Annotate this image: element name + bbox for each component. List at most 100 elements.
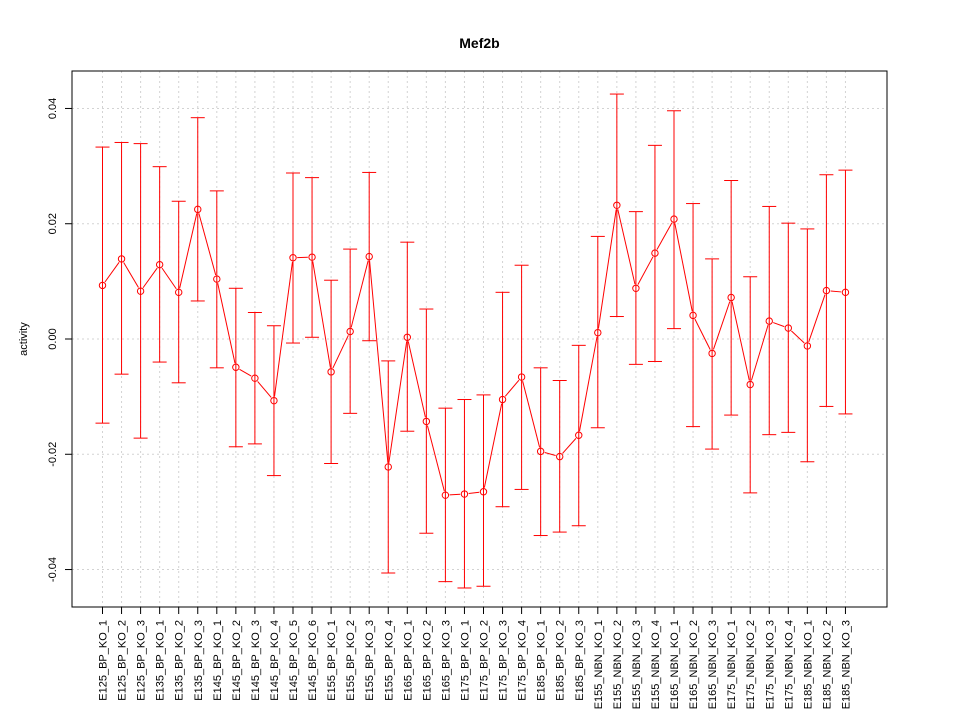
x-tick-label: E165_BP_KO_1 (402, 620, 414, 701)
data-point (708, 349, 716, 358)
x-tick-label: E145_BP_KO_2 (231, 620, 243, 701)
series-segment (791, 330, 805, 344)
x-tick-label: E155_BP_KO_2 (345, 620, 357, 701)
x-tick-label: E155_NBN_KO_4 (650, 620, 662, 709)
series-segment (731, 301, 750, 381)
data-point (517, 373, 526, 381)
x-tick-label: E185_BP_KO_1 (536, 620, 548, 701)
x-tick-label: E175_NBN_KO_2 (745, 620, 757, 709)
plot-frame (71, 70, 888, 608)
data-point (746, 380, 754, 389)
x-tick-label: E165_BP_KO_3 (440, 620, 452, 701)
x-tick-label: E155_NBN_KO_1 (593, 620, 605, 709)
series-segment (750, 325, 769, 381)
data-point (327, 368, 335, 376)
series-segment (449, 493, 461, 496)
data-point (251, 374, 259, 382)
x-tick-label: E185_BP_KO_3 (574, 620, 586, 701)
series-segment (808, 294, 826, 343)
series-segment (544, 452, 556, 456)
x-tick-label: E145_BP_KO_6 (307, 620, 319, 701)
x-tick-label: E175_NBN_KO_3 (764, 620, 776, 709)
data-point (346, 327, 354, 336)
data-point (403, 333, 411, 341)
series-segment (369, 260, 389, 463)
data-point (651, 249, 659, 257)
series-segment (217, 283, 236, 364)
x-tick-label: E165_NBN_KO_2 (688, 620, 700, 709)
data-point (213, 275, 221, 283)
series-segment (350, 260, 369, 328)
x-tick-label: E175_NBN_KO_1 (726, 620, 738, 709)
series-segment (504, 379, 520, 397)
x-tick-label: E145_BP_KO_1 (212, 620, 224, 701)
axes: -0.04 -0.02 0.00 0.02 0.04 E125_BP_KO_1 E125_B… (47, 98, 852, 710)
y-tick-label: -0.04 (47, 557, 59, 582)
series-segment (694, 318, 711, 350)
x-tick-label: E165_NBN_KO_1 (669, 620, 681, 709)
x-tick-label: E135_BP_KO_3 (193, 620, 205, 701)
data-point (194, 205, 202, 214)
data-point (727, 293, 735, 302)
data-point (117, 255, 126, 263)
data-point (689, 311, 697, 320)
data-point (498, 395, 507, 404)
data-point (632, 284, 640, 292)
x-tick-label: E185_NBN_KO_2 (821, 620, 833, 709)
x-tick-label: E155_NBN_KO_2 (612, 620, 624, 709)
series-segment (257, 381, 272, 398)
x-tick-label: E145_BP_KO_3 (250, 620, 262, 701)
x-tick-label: E155_BP_KO_4 (383, 620, 395, 701)
data-point (803, 342, 812, 350)
series-segment (617, 209, 636, 285)
series-segment (161, 267, 177, 290)
x-tick-label: E175_BP_KO_2 (479, 620, 491, 701)
data-point (594, 328, 602, 337)
series-segment (239, 368, 252, 377)
series-segment (656, 222, 673, 250)
data-point (460, 490, 469, 498)
grid-lines (72, 71, 887, 607)
x-tick-label: E185_NBN_KO_1 (802, 620, 814, 709)
series-segment (179, 213, 198, 289)
x-tick-label: E175_BP_KO_4 (517, 620, 529, 701)
series-segment (483, 403, 503, 488)
series-segment (674, 223, 693, 312)
series-segment (104, 262, 120, 283)
data-point (536, 447, 545, 456)
data-point (289, 254, 297, 262)
series-segment (332, 335, 349, 369)
series-segment (312, 261, 331, 368)
data-point (98, 281, 107, 290)
series-segment (198, 213, 217, 276)
data-point (670, 215, 678, 223)
series-segment (712, 301, 731, 350)
y-axis-label: activity (18, 322, 30, 356)
x-tick-label: E185_BP_KO_2 (555, 620, 567, 701)
x-tick-label: E165_NBN_KO_3 (707, 620, 719, 709)
y-tick-label: 0.02 (47, 213, 59, 234)
x-tick-label: E145_BP_KO_4 (269, 620, 281, 701)
y-tick-label: -0.02 (47, 442, 59, 467)
data-point (175, 288, 183, 297)
data-point (136, 287, 145, 295)
data-point (441, 491, 450, 499)
y-tick-label: 0.04 (47, 98, 59, 119)
x-tick-label: E135_BP_KO_1 (155, 620, 167, 701)
data-point (841, 288, 850, 297)
data-point (556, 452, 564, 461)
x-tick-label: E165_BP_KO_2 (421, 620, 433, 701)
x-tick-label: E155_BP_KO_3 (364, 620, 376, 701)
data-point (270, 396, 278, 405)
series-segment (123, 262, 139, 288)
x-tick-label: E175_BP_KO_1 (459, 620, 471, 701)
y-tick-label: 0.00 (47, 328, 59, 349)
data-point (479, 488, 488, 496)
data-point (784, 324, 792, 332)
series-segment (407, 341, 426, 418)
series-segment (562, 438, 577, 454)
data-point (822, 286, 831, 295)
data-point (384, 463, 392, 471)
x-tick-label: E175_BP_KO_3 (498, 620, 510, 701)
